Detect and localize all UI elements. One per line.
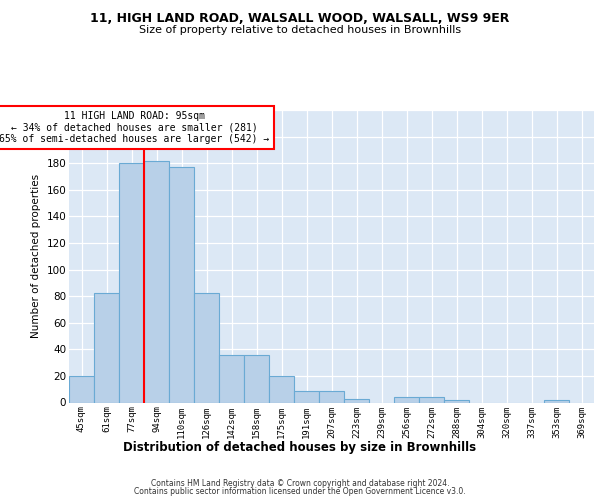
Bar bbox=[69, 376, 94, 402]
Bar bbox=[444, 400, 469, 402]
Bar bbox=[344, 398, 369, 402]
Text: 11 HIGH LAND ROAD: 95sqm
← 34% of detached houses are smaller (281)
65% of semi-: 11 HIGH LAND ROAD: 95sqm ← 34% of detach… bbox=[0, 110, 269, 144]
Bar bbox=[544, 400, 569, 402]
Text: Contains HM Land Registry data © Crown copyright and database right 2024.: Contains HM Land Registry data © Crown c… bbox=[151, 478, 449, 488]
Text: Size of property relative to detached houses in Brownhills: Size of property relative to detached ho… bbox=[139, 25, 461, 35]
Text: 11, HIGH LAND ROAD, WALSALL WOOD, WALSALL, WS9 9ER: 11, HIGH LAND ROAD, WALSALL WOOD, WALSAL… bbox=[91, 12, 509, 26]
Bar bbox=[419, 397, 444, 402]
Bar bbox=[144, 160, 169, 402]
Bar bbox=[219, 354, 244, 403]
Y-axis label: Number of detached properties: Number of detached properties bbox=[31, 174, 41, 338]
Bar bbox=[319, 390, 344, 402]
Text: Distribution of detached houses by size in Brownhills: Distribution of detached houses by size … bbox=[124, 441, 476, 454]
Text: Contains public sector information licensed under the Open Government Licence v3: Contains public sector information licen… bbox=[134, 487, 466, 496]
Bar bbox=[244, 354, 269, 403]
Bar bbox=[294, 390, 319, 402]
Bar bbox=[94, 294, 119, 403]
Bar bbox=[194, 294, 219, 403]
Bar bbox=[169, 167, 194, 402]
Bar bbox=[119, 163, 144, 402]
Bar bbox=[269, 376, 294, 402]
Bar bbox=[394, 397, 419, 402]
